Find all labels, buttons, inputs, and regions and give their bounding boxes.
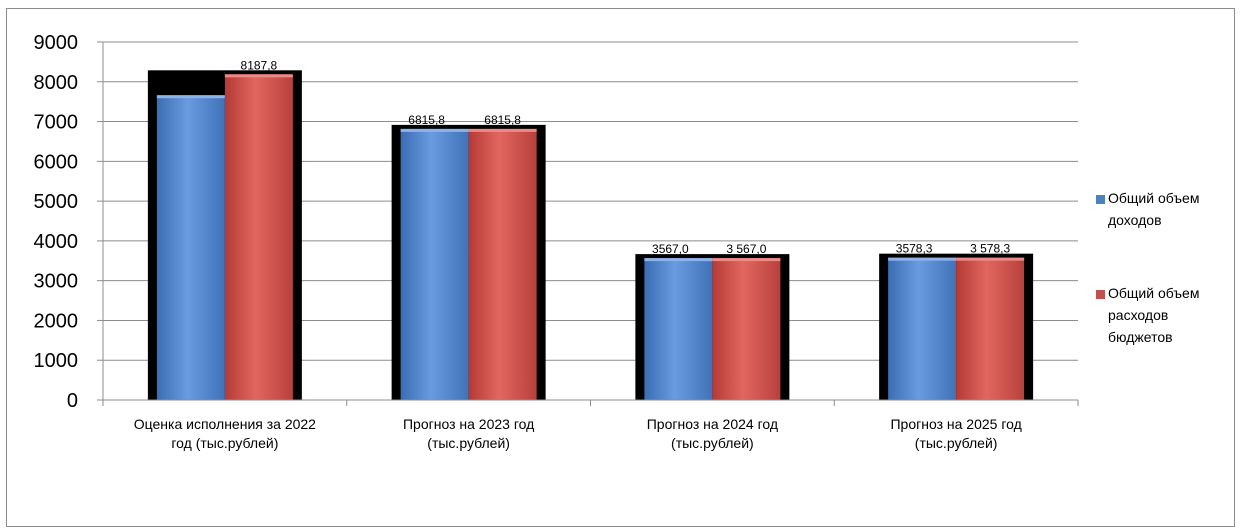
bar (156, 95, 225, 400)
bar-top-highlight (712, 258, 781, 262)
y-tick-label: 8000 (34, 72, 79, 94)
x-tick-label: Прогноз на 2023 год (403, 416, 534, 432)
y-tick-label: 1000 (34, 350, 79, 372)
bar-top-highlight (400, 128, 469, 132)
legend-label: расходов (1108, 307, 1168, 323)
bar (224, 74, 293, 401)
bar-top-highlight (156, 95, 225, 99)
data-label: 6815,8 (484, 113, 521, 127)
bar-top-highlight (224, 74, 293, 78)
data-label: 3 567,0 (726, 242, 766, 256)
data-label: 6815,8 (408, 113, 445, 127)
bar-top-highlight (888, 257, 957, 261)
bar-top-highlight (468, 128, 537, 132)
bar (712, 258, 781, 400)
y-tick-label: 9000 (34, 32, 79, 54)
bar (956, 257, 1025, 400)
legend-label: Общий объем (1108, 190, 1199, 206)
y-tick-label: 4000 (34, 231, 79, 253)
x-tick-label: (тыс.рублей) (427, 435, 510, 451)
bar (888, 257, 957, 400)
legend-label: доходов (1108, 212, 1162, 228)
y-tick-label: 3000 (34, 271, 79, 293)
legend-swatch (1096, 290, 1105, 299)
y-tick-label: 7000 (34, 112, 79, 134)
bar-top-highlight (956, 257, 1025, 261)
legend-label: бюджетов (1108, 329, 1173, 345)
legend-label: Общий объем (1108, 285, 1199, 301)
data-label: 3 578,3 (970, 242, 1010, 256)
bar (644, 258, 713, 400)
x-tick-label: (тыс.рублей) (671, 435, 754, 451)
data-label: 3578,3 (896, 242, 933, 256)
bar-top-highlight (644, 258, 713, 262)
x-tick-label: Прогноз на 2025 год (890, 416, 1021, 432)
y-tick-label: 6000 (34, 151, 79, 173)
data-label: 8187,8 (241, 58, 278, 72)
bar (400, 128, 469, 400)
y-tick-label: 2000 (34, 310, 79, 332)
x-tick-label: год (тыс.рублей) (171, 435, 278, 451)
data-label: 3567,0 (652, 242, 689, 256)
data-label: 7 662,1 (163, 79, 203, 93)
legend-swatch (1096, 195, 1105, 204)
y-tick-label: 5000 (34, 191, 79, 213)
x-tick-label: (тыс.рублей) (915, 435, 998, 451)
bar (468, 128, 537, 400)
x-tick-label: Оценка исполнения за 2022 (134, 416, 316, 432)
y-tick-label: 0 (67, 390, 78, 412)
x-tick-label: Прогноз на 2024 год (647, 416, 778, 432)
